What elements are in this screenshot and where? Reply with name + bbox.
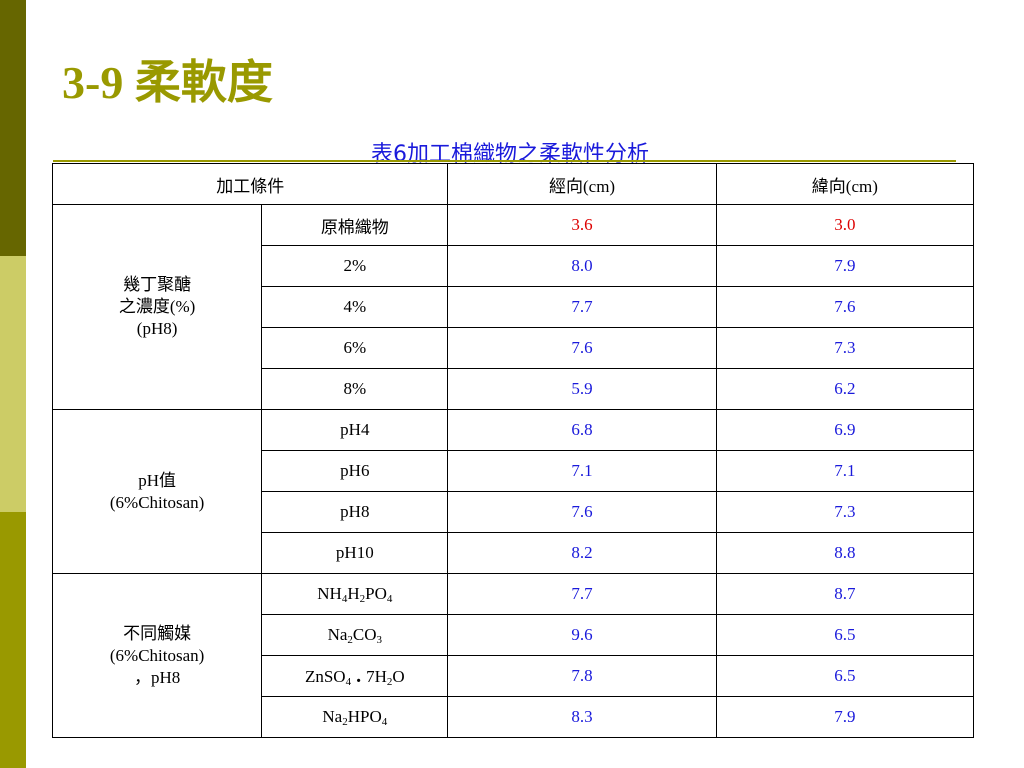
weft-value-cell: 7.1 bbox=[715, 450, 975, 492]
group-label: pH值 (6%Chitosan) bbox=[51, 409, 263, 574]
formula-subscript: 2 bbox=[386, 675, 393, 688]
table-row: pH8 7.6 7.3 bbox=[53, 491, 975, 533]
formula-subscript: 2 bbox=[342, 716, 348, 728]
weft-value-cell: 8.7 bbox=[715, 573, 975, 615]
table-row: 8% 5.9 6.2 bbox=[53, 368, 975, 410]
condition-cell: NH4H2PO4 bbox=[261, 573, 449, 615]
condition-cell: 4% bbox=[261, 286, 449, 328]
group-label: 不同觸媒 (6%Chitosan) ，pH8 bbox=[51, 573, 263, 738]
table-body: 幾丁聚醣 之濃度(%) (pH8) 原棉織物 3.6 3.0 2% 8.0 7.9 4% 7.7 7.… bbox=[51, 204, 975, 738]
table-row: 幾丁聚醣之濃度(%) (pH8) 原棉織物 3.6 3.0 bbox=[51, 204, 975, 410]
warp-value-cell: 3.6 bbox=[447, 204, 717, 246]
formula-text: O bbox=[392, 666, 405, 686]
weft-value-cell: 8.8 bbox=[715, 532, 975, 574]
table-row: 2% 8.0 7.9 bbox=[53, 245, 975, 287]
formula-text: . bbox=[351, 664, 367, 687]
formula-text: PO bbox=[365, 584, 387, 603]
group-label-line: 不同觸媒 bbox=[123, 623, 192, 643]
warp-value-cell: 7.1 bbox=[447, 450, 717, 492]
formula-text: Na bbox=[322, 707, 343, 726]
warp-value-cell: 6.8 bbox=[447, 409, 717, 451]
condition-cell: Na2CO3 bbox=[261, 614, 449, 656]
weft-value-cell: 3.0 bbox=[715, 204, 975, 246]
weft-value-cell: 6.2 bbox=[715, 368, 975, 410]
table-row: Na2HPO4 8.3 7.9 bbox=[53, 696, 975, 738]
condition-cell: 2% bbox=[261, 245, 449, 287]
formula-text: NH bbox=[317, 584, 342, 603]
condition-cell: 原棉織物 bbox=[261, 204, 449, 246]
condition-cell: pH4 bbox=[261, 409, 449, 451]
formula-text: HPO bbox=[347, 707, 382, 726]
weft-value-cell: 7.9 bbox=[715, 696, 975, 738]
table-row: Na2CO3 9.6 6.5 bbox=[53, 614, 975, 656]
table-row: ZnSO4 . 7H2O 7.8 6.5 bbox=[53, 655, 975, 697]
formula-subscript: 3 bbox=[376, 634, 383, 646]
weft-value-cell: 7.9 bbox=[715, 245, 975, 287]
formula-subscript: 2 bbox=[347, 634, 353, 646]
table-row: pH10 8.2 8.8 bbox=[53, 532, 975, 574]
weft-value-cell: 6.9 bbox=[715, 409, 975, 451]
softness-table: 加工條件 經向(cm) 緯向(cm) 幾丁聚醣 之濃度(%) (pH8) 原棉織物 3.… bbox=[51, 163, 975, 738]
condition-cell: Na2HPO4 bbox=[261, 696, 449, 738]
warp-value-cell: 8.0 bbox=[447, 245, 717, 287]
condition-cell: pH8 bbox=[261, 491, 449, 533]
formula-text: Na bbox=[327, 625, 348, 644]
weft-value-cell: 7.3 bbox=[715, 491, 975, 533]
table-caption-text: 表6加工棉織物之柔軟性分析 bbox=[371, 142, 649, 167]
table-header-row: 加工條件 經向(cm) 緯向(cm) bbox=[51, 163, 975, 205]
warp-value-cell: 5.9 bbox=[447, 368, 717, 410]
condition-cell: 6% bbox=[261, 327, 449, 369]
formula-subscript: 4 bbox=[386, 593, 393, 605]
header-weft: 緯向(cm) bbox=[715, 163, 975, 205]
formula-subscript: 4 bbox=[345, 675, 352, 688]
table-row: 4% 7.7 7.6 bbox=[53, 286, 975, 328]
weft-value-cell: 6.5 bbox=[715, 655, 975, 697]
sidebar-stripe-mid bbox=[0, 512, 26, 768]
table-row: 不同觸媒 (6%Chitosan) ，pH8 NH4H2PO4 7.7 8.7 bbox=[51, 573, 975, 738]
table-caption: 表6加工棉織物之柔軟性分析 bbox=[0, 136, 1024, 168]
formula-text: 7H bbox=[366, 666, 387, 686]
group-label-line: ，pH8 bbox=[133, 667, 181, 687]
table-row: pH值 (6%Chitosan) pH4 6.8 6.9 bbox=[51, 409, 975, 574]
group-label: 幾丁聚醣之濃度(%) (pH8) bbox=[51, 204, 263, 410]
condition-cell: ZnSO4 . 7H2O bbox=[261, 655, 449, 697]
formula-text: CO bbox=[352, 625, 377, 644]
formula-text: ZnSO bbox=[304, 666, 346, 686]
header-condition: 加工條件 bbox=[51, 163, 449, 205]
header-warp: 經向(cm) bbox=[447, 163, 717, 205]
group-label-line: (6%Chitosan) bbox=[109, 645, 205, 665]
condition-cell: pH6 bbox=[261, 450, 449, 492]
formula-subscript: 4 bbox=[341, 593, 348, 605]
formula-subscript: 2 bbox=[359, 593, 366, 605]
formula-subscript: 4 bbox=[381, 716, 388, 728]
condition-cell: 8% bbox=[261, 368, 449, 410]
warp-value-cell: 8.2 bbox=[447, 532, 717, 574]
formula-text: H bbox=[347, 584, 360, 603]
warp-value-cell: 7.7 bbox=[447, 286, 717, 328]
condition-cell: pH10 bbox=[261, 532, 449, 574]
sidebar-stripe-dark bbox=[0, 0, 26, 256]
sidebar-stripe-light bbox=[0, 256, 26, 512]
weft-value-cell: 7.3 bbox=[715, 327, 975, 369]
slide-title: 3-9 柔軟度 bbox=[62, 57, 273, 108]
warp-value-cell: 7.6 bbox=[447, 491, 717, 533]
caption-underline bbox=[53, 160, 956, 162]
weft-value-cell: 7.6 bbox=[715, 286, 975, 328]
warp-value-cell: 9.6 bbox=[447, 614, 717, 656]
weft-value-cell: 6.5 bbox=[715, 614, 975, 656]
warp-value-cell: 8.3 bbox=[447, 696, 717, 738]
group-label-line: pH值 bbox=[138, 470, 176, 490]
group-label-line: (6%Chitosan) bbox=[109, 492, 205, 512]
table-row: 6% 7.6 7.3 bbox=[53, 327, 975, 369]
group-label-line: 之濃度(%) bbox=[118, 297, 196, 316]
group-label-line: 幾丁聚醣 bbox=[123, 275, 192, 294]
group-label-line: (pH8) bbox=[136, 319, 178, 338]
table-row: pH6 7.1 7.1 bbox=[53, 450, 975, 492]
warp-value-cell: 7.8 bbox=[447, 655, 717, 697]
warp-value-cell: 7.6 bbox=[447, 327, 717, 369]
warp-value-cell: 7.7 bbox=[447, 573, 717, 615]
